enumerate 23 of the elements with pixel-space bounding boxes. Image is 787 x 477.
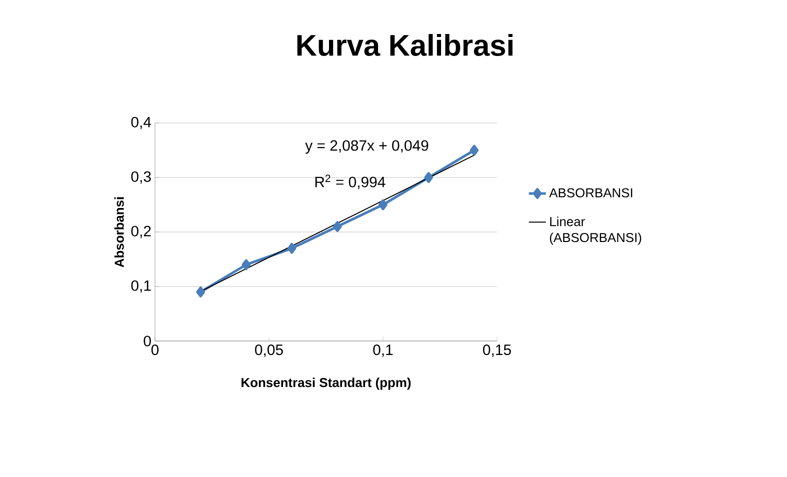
- point: [287, 242, 296, 254]
- y-tick-label: 0: [144, 336, 151, 346]
- x-tick-label: 0: [151, 344, 159, 356]
- y-axis-title: Absorbansi: [114, 197, 124, 268]
- x-tick-label: 0,15: [483, 344, 511, 357]
- point: [470, 144, 479, 156]
- x-axis-title: Konsentrasi Standart (ppm): [242, 378, 411, 390]
- point: [196, 286, 206, 298]
- annotation: R$^{2}$ = 0,994: [315, 174, 386, 190]
- y-tick-label: 0,3: [131, 171, 151, 184]
- point: [332, 221, 342, 232]
- point: [424, 172, 434, 183]
- legend-label: ABSORBANSI: [549, 188, 632, 198]
- y-tick-label: 0,1: [131, 280, 151, 293]
- point: [242, 259, 251, 270]
- y-tick-label: 0,4: [131, 116, 152, 130]
- point: [378, 199, 388, 210]
- x-tick-label: 0,05: [255, 344, 283, 357]
- y-tick-label: 0,2: [131, 226, 151, 238]
- legend-label: Linear (ABSORBANSI): [550, 216, 642, 245]
- annotation: y = 2,087x + 0,049: [305, 140, 428, 154]
- x-tick-label: 0,1: [373, 344, 393, 357]
- chart-title: Kurva Kalibrasi: [297, 34, 512, 56]
